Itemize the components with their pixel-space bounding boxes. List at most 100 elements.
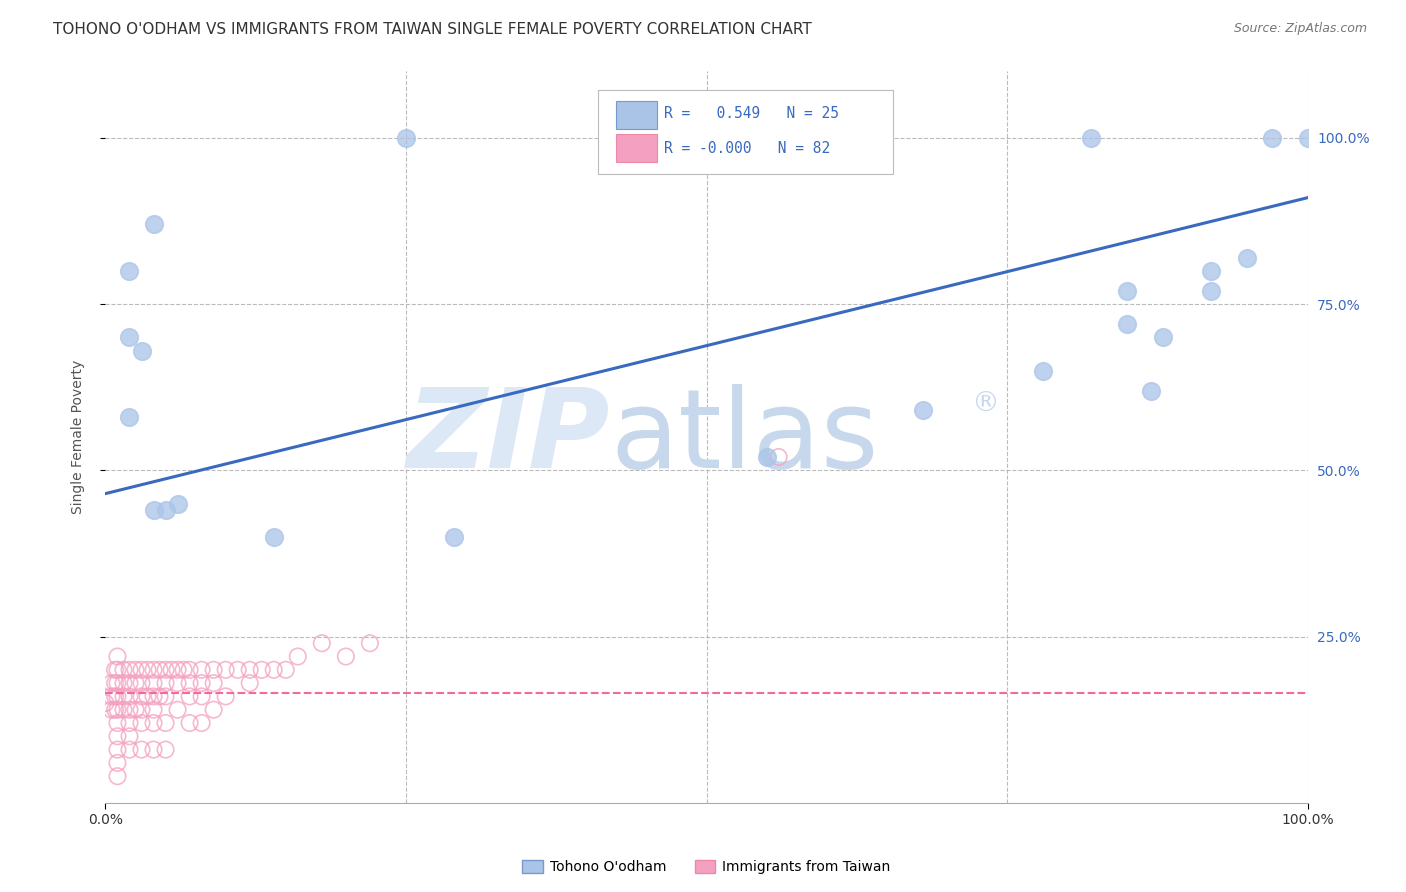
Point: [214, 690, 236, 704]
Point: [118, 742, 141, 756]
Point: [131, 343, 153, 358]
FancyBboxPatch shape: [616, 102, 657, 129]
Point: [166, 676, 188, 690]
FancyBboxPatch shape: [616, 135, 657, 162]
Point: [1236, 251, 1258, 265]
Point: [155, 690, 177, 704]
Point: [142, 742, 165, 756]
Point: [263, 663, 285, 677]
Point: [274, 663, 297, 677]
Point: [311, 636, 333, 650]
Point: [214, 663, 236, 677]
Point: [1140, 384, 1163, 398]
Point: [142, 217, 165, 231]
Text: ®: ®: [972, 390, 998, 418]
Point: [160, 663, 183, 677]
Point: [173, 663, 195, 677]
Point: [190, 716, 212, 731]
Point: [124, 663, 146, 677]
Point: [226, 663, 249, 677]
Point: [142, 503, 165, 517]
Point: [104, 663, 127, 677]
Point: [1116, 284, 1139, 298]
Point: [118, 729, 141, 743]
Point: [131, 690, 153, 704]
Point: [263, 530, 285, 544]
Point: [107, 703, 129, 717]
Point: [166, 703, 188, 717]
Point: [142, 690, 165, 704]
Point: [131, 703, 153, 717]
Point: [112, 676, 135, 690]
Point: [142, 676, 165, 690]
Text: atlas: atlas: [610, 384, 879, 491]
Point: [136, 690, 159, 704]
Point: [107, 756, 129, 770]
Point: [118, 703, 141, 717]
Point: [1296, 131, 1319, 145]
Point: [202, 676, 225, 690]
Point: [190, 690, 212, 704]
Point: [94, 696, 117, 710]
Point: [104, 690, 127, 704]
Point: [155, 663, 177, 677]
Point: [155, 676, 177, 690]
Point: [142, 716, 165, 731]
Point: [166, 497, 188, 511]
Point: [131, 663, 153, 677]
Text: ZIP: ZIP: [406, 384, 610, 491]
Point: [118, 410, 141, 425]
Point: [131, 716, 153, 731]
Point: [166, 663, 188, 677]
Point: [124, 676, 146, 690]
Point: [1201, 264, 1223, 278]
Point: [131, 742, 153, 756]
Point: [239, 663, 262, 677]
Point: [755, 450, 778, 464]
Point: [118, 690, 141, 704]
Point: [142, 703, 165, 717]
Point: [1152, 330, 1174, 344]
Point: [107, 742, 129, 756]
Point: [118, 716, 141, 731]
FancyBboxPatch shape: [599, 90, 893, 174]
Point: [190, 663, 212, 677]
Legend: Tohono O'odham, Immigrants from Taiwan: Tohono O'odham, Immigrants from Taiwan: [517, 855, 896, 880]
Point: [179, 663, 201, 677]
Point: [395, 131, 418, 145]
Point: [852, 131, 875, 145]
Point: [142, 663, 165, 677]
Point: [1260, 131, 1282, 145]
Point: [202, 663, 225, 677]
Point: [107, 716, 129, 731]
Point: [112, 663, 135, 677]
Point: [107, 690, 129, 704]
Point: [131, 676, 153, 690]
Text: Source: ZipAtlas.com: Source: ZipAtlas.com: [1233, 22, 1367, 36]
Point: [1201, 284, 1223, 298]
Point: [107, 729, 129, 743]
Point: [104, 703, 127, 717]
Point: [179, 716, 201, 731]
Point: [768, 450, 790, 464]
Point: [1032, 363, 1054, 377]
Point: [1080, 131, 1102, 145]
Point: [179, 690, 201, 704]
Point: [118, 676, 141, 690]
Point: [100, 676, 122, 690]
Point: [118, 264, 141, 278]
Text: TOHONO O'ODHAM VS IMMIGRANTS FROM TAIWAN SINGLE FEMALE POVERTY CORRELATION CHART: TOHONO O'ODHAM VS IMMIGRANTS FROM TAIWAN…: [53, 22, 813, 37]
Point: [136, 663, 159, 677]
Point: [190, 676, 212, 690]
Point: [107, 663, 129, 677]
Point: [112, 703, 135, 717]
Point: [179, 676, 201, 690]
Point: [202, 703, 225, 717]
Y-axis label: Single Female Poverty: Single Female Poverty: [70, 360, 84, 514]
Text: R =   0.549   N = 25: R = 0.549 N = 25: [665, 105, 839, 120]
Point: [104, 676, 127, 690]
Point: [359, 636, 381, 650]
Point: [239, 676, 262, 690]
Point: [124, 703, 146, 717]
Point: [107, 676, 129, 690]
